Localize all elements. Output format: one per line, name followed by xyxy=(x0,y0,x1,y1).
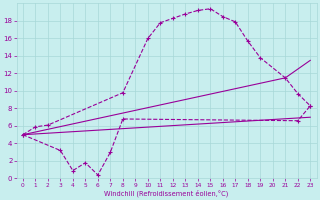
X-axis label: Windchill (Refroidissement éolien,°C): Windchill (Refroidissement éolien,°C) xyxy=(104,189,229,197)
